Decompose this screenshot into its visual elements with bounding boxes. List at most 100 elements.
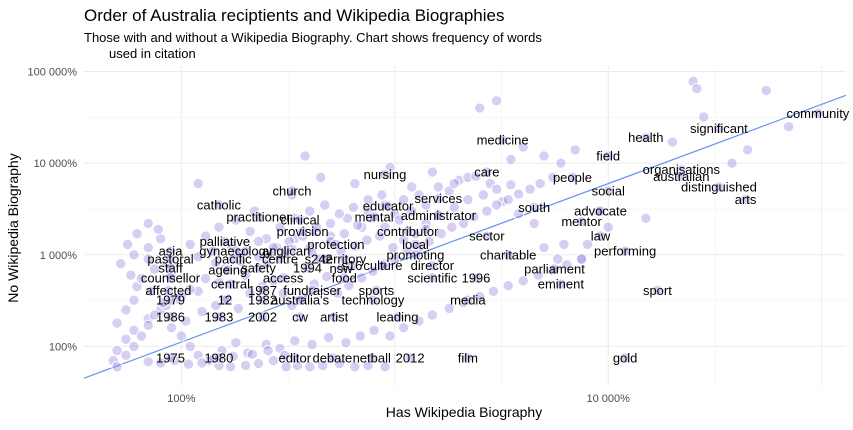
- data-point: [312, 253, 325, 265]
- point-label-leading: leading: [377, 309, 419, 324]
- data-point: [490, 95, 503, 107]
- data-point: [142, 356, 154, 368]
- data-point: [675, 170, 688, 182]
- data-point: [367, 265, 379, 278]
- data-point: [517, 141, 529, 153]
- data-point: [362, 193, 374, 206]
- data-point: [219, 235, 231, 248]
- data-point: [432, 181, 445, 193]
- data-point: [474, 102, 486, 114]
- data-point: [330, 238, 342, 251]
- data-point: [538, 241, 550, 254]
- data-point: [782, 121, 795, 133]
- data-point: [227, 350, 239, 363]
- data-point: [379, 361, 391, 373]
- data-point: [457, 217, 470, 230]
- data-point: [252, 211, 265, 223]
- data-point: [602, 221, 614, 233]
- data-point: [306, 338, 318, 351]
- point-label-australia's: australia's: [271, 293, 330, 308]
- data-point: [206, 245, 219, 257]
- point-label-territory: territory: [322, 252, 367, 267]
- data-point: [120, 304, 132, 316]
- data-point: [142, 319, 154, 332]
- data-point: [256, 284, 269, 296]
- point-label-eminent: eminent: [538, 277, 585, 292]
- data-point: [164, 294, 177, 306]
- data-point: [128, 249, 140, 261]
- data-point: [154, 357, 167, 369]
- data-point: [739, 193, 752, 206]
- data-point: [602, 150, 614, 162]
- point-label-1975: 1975: [156, 350, 185, 365]
- data-point: [239, 359, 252, 372]
- data-point: [760, 84, 772, 97]
- data-point: [581, 238, 594, 251]
- data-point: [338, 272, 350, 284]
- data-point: [487, 285, 500, 297]
- point-label-distinguished: distinguished: [681, 179, 757, 194]
- data-point: [379, 168, 391, 181]
- point-label-administrator: administrator: [401, 208, 477, 223]
- data-point: [391, 311, 404, 323]
- point-label-care: care: [474, 165, 499, 180]
- data-point: [244, 225, 256, 238]
- data-point: [468, 211, 480, 223]
- data-point: [306, 284, 318, 296]
- data-point: [142, 253, 154, 265]
- data-point: [242, 347, 254, 359]
- data-point: [532, 269, 544, 281]
- data-point: [351, 219, 364, 231]
- data-point: [481, 166, 493, 178]
- point-label-community: community: [786, 106, 849, 121]
- data-point: [405, 205, 418, 217]
- data-point: [196, 305, 208, 318]
- point-label-law: law: [591, 229, 611, 244]
- data-point: [384, 330, 396, 342]
- point-label-practitioner: practitioner: [226, 209, 291, 224]
- data-point: [413, 315, 425, 327]
- data-point: [210, 257, 222, 269]
- data-point: [462, 193, 474, 206]
- data-point: [594, 205, 607, 217]
- data-point: [697, 111, 710, 123]
- data-point: [481, 230, 493, 242]
- data-point: [666, 136, 679, 148]
- data-point: [377, 260, 389, 272]
- point-label-s16: s16: [341, 258, 362, 273]
- point-label-palliative: palliative: [200, 234, 251, 249]
- data-point: [505, 153, 517, 166]
- data-point: [561, 258, 573, 271]
- data-point: [219, 294, 231, 306]
- y-tick-label: 1 000%: [40, 250, 78, 262]
- data-point: [262, 344, 274, 357]
- data-point: [277, 272, 289, 284]
- data-point: [222, 264, 234, 276]
- data-point: [296, 225, 309, 238]
- data-point: [397, 193, 410, 206]
- data-point: [321, 253, 333, 265]
- data-point: [128, 324, 140, 337]
- data-point: [224, 278, 237, 290]
- point-label-1994: 1994: [293, 260, 322, 275]
- data-point: [420, 223, 432, 235]
- data-point: [164, 253, 177, 265]
- data-point: [115, 257, 127, 270]
- data-point: [128, 340, 140, 353]
- point-label-educator: educator: [363, 199, 414, 214]
- data-point: [397, 322, 410, 334]
- point-label-contributor: contributor: [377, 224, 439, 239]
- point-label-social: social: [592, 183, 625, 198]
- data-point: [404, 352, 416, 364]
- data-point: [213, 199, 225, 211]
- data-point: [420, 199, 432, 211]
- data-point: [326, 352, 339, 364]
- data-point: [264, 249, 276, 261]
- x-axis-ticks: 100% 10 000%: [167, 393, 630, 405]
- point-label-pacific: pacific: [215, 252, 252, 267]
- data-point: [192, 251, 204, 263]
- data-point: [569, 144, 581, 156]
- data-point: [324, 235, 337, 248]
- point-label-promoting: promoting: [387, 247, 445, 262]
- data-point: [426, 272, 439, 284]
